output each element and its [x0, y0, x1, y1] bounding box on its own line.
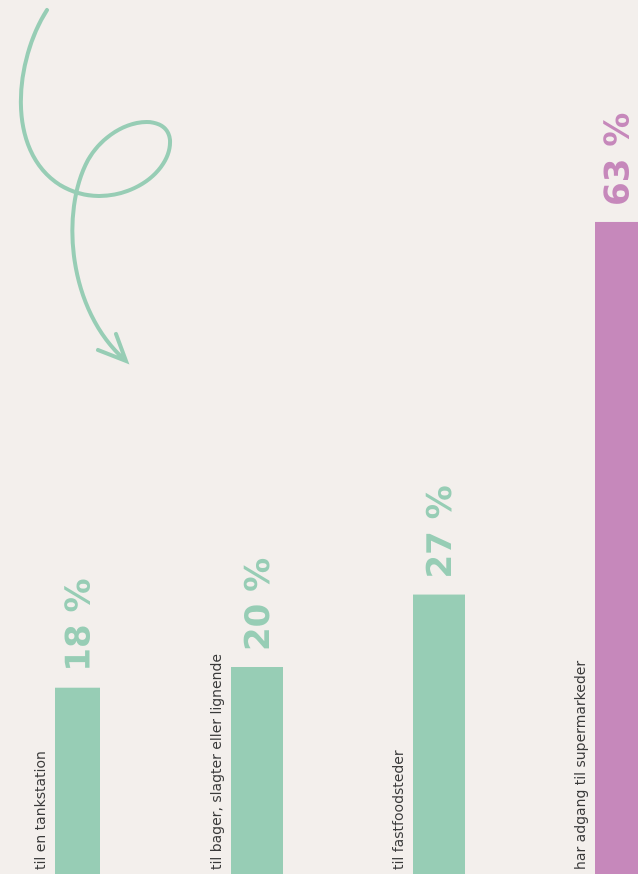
- category-label: til fastfoodsteder: [391, 750, 407, 870]
- bar: [55, 687, 100, 874]
- swirl-line: [18, 8, 173, 362]
- swirl-arrow: [18, 8, 173, 365]
- value-label: 63 %: [598, 113, 638, 206]
- bar: [595, 221, 638, 874]
- arrowhead: [96, 332, 130, 365]
- category-label: har adgang til supermarkeder: [573, 661, 589, 870]
- category-label: til bager, slagter eller lignende: [209, 654, 225, 870]
- bar: [231, 667, 283, 874]
- value-label: 20 %: [238, 558, 278, 651]
- value-label: 18 %: [59, 578, 99, 671]
- value-label: 27 %: [420, 485, 460, 578]
- bar: [413, 594, 465, 874]
- category-label: til en tankstation: [33, 751, 49, 870]
